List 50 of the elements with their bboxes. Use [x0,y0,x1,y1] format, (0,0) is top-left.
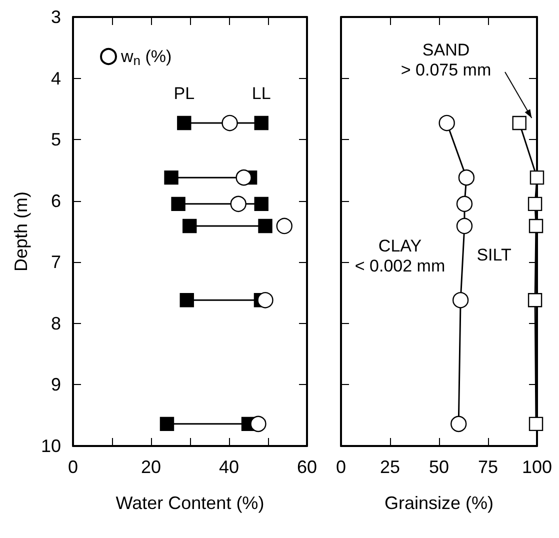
x-tick-label: 20 [140,457,162,477]
x-tick-label: 0 [68,457,78,477]
x-tick-label: 40 [218,457,240,477]
series-label: LL [252,84,271,103]
point [171,196,186,212]
point [528,218,544,234]
point [512,116,526,130]
point [230,196,246,212]
y-tick-label: 3 [50,7,61,27]
y-tick-label: 6 [50,190,61,211]
x-tick-label: 100 [522,457,552,477]
y-tick-label: 10 [40,436,61,456]
point [182,218,197,234]
point [456,218,473,234]
point [258,218,272,234]
x-axis-title: Grainsize (%) [384,493,494,513]
y-tick-label: 8 [50,313,61,334]
point [528,416,544,432]
point [254,196,268,212]
x-tick-label: 60 [296,457,318,477]
annotation: CLAY < 0.002 mm [354,236,446,276]
point [250,416,266,432]
y-tick-label: 5 [50,130,61,150]
point [236,169,252,186]
point [452,292,469,308]
point [458,169,475,186]
x-tick-label: 25 [380,457,400,477]
point [528,293,542,308]
y-axis-title: Depth (m) [11,191,32,272]
x-tick-label: 0 [336,457,346,477]
point [257,292,274,308]
point [180,293,194,308]
y-tick-label: 4 [50,68,61,88]
point [160,416,174,432]
y-tick-label: 9 [50,374,61,395]
point [177,116,192,130]
annotation: SILT [476,246,512,264]
point [254,116,268,130]
x-axis-title: Water Content (%) [116,493,264,513]
point [528,196,542,212]
y-tick-label: 7 [50,252,61,272]
point [164,170,178,185]
annotation: SAND > 0.075 mm [400,40,492,80]
point [530,170,544,185]
series-label: PL [174,84,195,103]
point [222,114,238,132]
x-tick-label: 50 [428,457,450,477]
x-tick-label: 75 [478,457,498,477]
point [456,196,473,212]
point [450,416,467,432]
